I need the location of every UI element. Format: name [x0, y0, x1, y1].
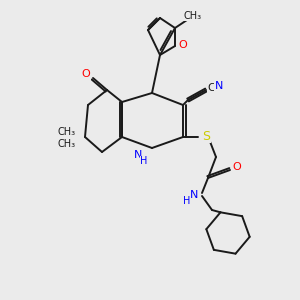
- Text: S: S: [202, 130, 210, 142]
- Text: O: O: [178, 40, 188, 50]
- Text: O: O: [82, 69, 90, 79]
- Text: O: O: [232, 162, 242, 172]
- Text: H: H: [183, 196, 191, 206]
- Text: C: C: [207, 83, 215, 93]
- Text: N: N: [190, 190, 198, 200]
- Text: CH₃: CH₃: [184, 11, 202, 21]
- Text: H: H: [140, 156, 148, 166]
- Text: CH₃: CH₃: [58, 127, 76, 137]
- Text: N: N: [134, 150, 142, 160]
- Text: N: N: [215, 81, 223, 91]
- Text: CH₃: CH₃: [58, 139, 76, 149]
